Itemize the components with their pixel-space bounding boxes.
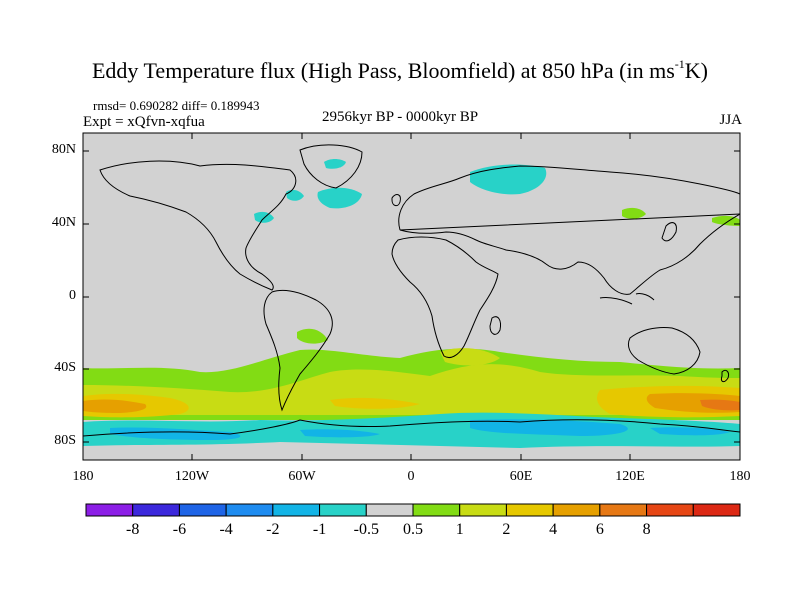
lon-label: 60E [509,469,533,484]
colorbar-label: 2 [502,521,511,538]
lat-label: 40S [54,360,76,375]
colorbar-label: 0.5 [403,521,423,538]
period-label: 2956kyr BP - 0000kyr BP [321,109,479,125]
colorbar-label: -6 [172,521,187,538]
colorbar-label: 1 [455,521,464,538]
colorbar-swatch [599,503,648,517]
contour-cyan-arctic [324,159,346,169]
lon-label: 120W [174,469,210,484]
contour-redorange-east [700,399,740,411]
colorbar-swatch [85,503,134,517]
experiment-label: Expt = xQfvn-xqfua [83,114,205,130]
lat-label: 80N [51,142,76,157]
colorbar-swatch [319,503,367,517]
coastline-south-america [263,289,333,412]
contour-lightblue-antarctic [110,419,730,440]
coastline-indonesia [599,293,655,305]
colorbar-swatch [459,503,507,517]
lat-label: 40N [51,215,76,230]
colorbar-swatch [272,503,321,517]
colorbar-label: 4 [549,521,558,538]
coastline-madagascar [489,316,501,335]
lat-label: 0 [69,288,76,303]
contour-green-patch-south-america [297,328,328,344]
coastline-europe-asia [398,165,740,295]
lon-label: 60W [288,469,316,484]
coastline-uk [391,194,401,207]
coastline-nz [721,369,729,383]
map-field [83,133,740,460]
colorbar-label: 8 [642,521,651,538]
colorbar-swatch [412,503,461,517]
lon-label: 0 [407,469,415,484]
colorbar-swatch [178,503,227,517]
contour-darkorange-west [83,399,147,413]
lat-tickmarks [83,150,740,443]
lon-label: 120E [615,469,645,484]
lon-tickmarks [82,133,741,460]
lat-label: 80S [54,433,76,448]
contour-yellow-patch-africa [440,348,500,366]
colorbar-label: -8 [126,521,140,538]
contour-yellow-band [83,364,740,415]
contour-cyan-hudson [254,189,304,223]
stats-line: rmsd= 0.690282 diff= 0.189943 [93,98,260,113]
lon-label: 180 [729,469,751,484]
colorbar-label: -4 [219,521,233,538]
colorbar-swatch [365,503,414,517]
colorbar-swatch [132,503,180,517]
contour-cyan-greenland [317,187,362,209]
colorbar-label: -1 [312,521,327,538]
coastline-antarctica [83,419,740,437]
lon-label: 180 [72,469,94,484]
coastline-north-america [99,160,297,291]
colorbar-swatch [505,503,554,517]
colorbar-label: -2 [266,521,280,538]
colorbar-label: -0.5 [353,521,379,538]
colorbar-label: 6 [595,521,604,538]
contour-green-asia [622,207,740,226]
coastline-greenland [299,144,363,189]
colorbar-swatch [692,503,741,517]
contour-orange-patch-atlantic [330,397,420,409]
coastlines [83,144,740,437]
colorbar-swatch [552,503,601,517]
coastline-australia [627,327,701,375]
coastline-africa [391,236,499,359]
coastline-japan [661,222,677,242]
season-label: JJA [719,112,742,128]
colorbar-swatch [646,503,694,517]
figure-title: Eddy Temperature flux (High Pass, Bloomf… [91,56,708,83]
contour-cyan-siberia [470,164,547,195]
colorbar-swatch [225,503,274,517]
